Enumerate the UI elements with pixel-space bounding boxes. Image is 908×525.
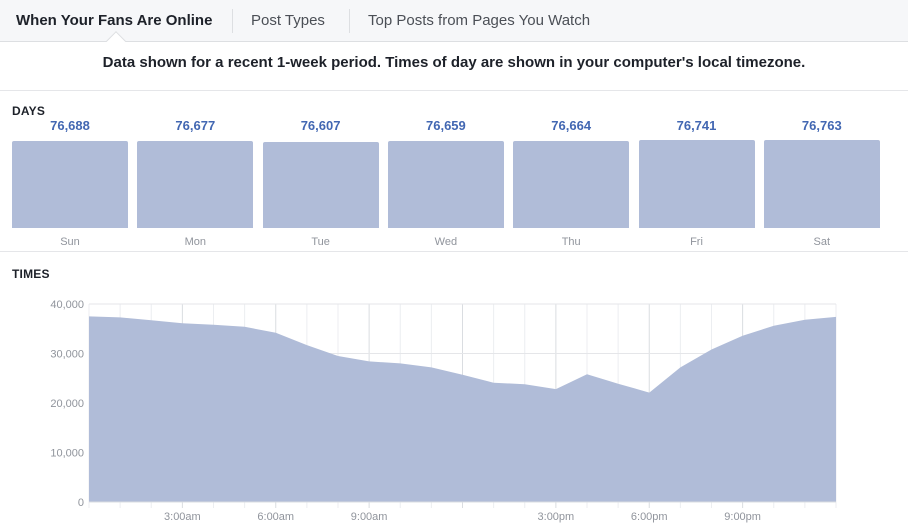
tab-separator [349,9,350,33]
day-column: 76,607 Tue [262,118,379,248]
divider [0,251,908,252]
days-section-label: DAYS [12,104,46,118]
x-tick-label: 6:00am [257,511,294,523]
tab-bar: When Your Fans Are Online Post Types Top… [0,0,908,51]
tab-post-types[interactable]: Post Types [251,12,325,29]
day-bar-area [387,140,504,228]
divider [0,90,908,91]
day-name-label: Wed [434,236,458,248]
timezone-notice: Data shown for a recent 1-week period. T… [102,54,806,71]
x-tick-label: 9:00pm [724,511,761,523]
day-value-label: 76,659 [426,118,466,133]
times-area-chart: 0 10,000 20,000 30,000 40,000 3:00am 6:00am 9:0… [50,299,837,523]
day-bar[interactable] [387,141,504,228]
day-column: 76,688 Sun [12,118,128,248]
times-section-label: TIMES [12,267,50,281]
day-column: 76,659 Wed [387,118,504,248]
tab-separator [232,9,233,33]
day-bar-area [137,140,254,228]
day-name-label: Thu [561,236,581,248]
day-bar-area [12,140,128,228]
y-tick-label: 40,000 [50,299,84,311]
day-value-label: 76,688 [50,118,90,133]
day-column: 76,677 Mon [137,118,254,248]
day-bar-area [638,140,755,228]
day-value-label: 76,677 [175,118,216,133]
x-tick-label: 6:00pm [631,511,668,523]
x-tick-label: 9:00am [351,511,388,523]
day-bar[interactable] [763,140,880,228]
day-bar[interactable] [12,140,128,228]
day-value-label: 76,763 [801,118,842,133]
day-bar[interactable] [513,141,630,228]
day-bar-area [763,140,880,228]
day-bar-area [262,140,379,228]
tab-when-fans-online[interactable]: When Your Fans Are Online [16,12,213,29]
day-value-label: 76,741 [676,118,717,133]
y-tick-label: 0 [78,497,84,509]
day-bar[interactable] [638,140,755,228]
day-value-label: 76,607 [300,118,341,133]
day-bar-area [513,140,630,228]
day-value-label: 76,664 [551,118,592,133]
y-tick-label: 10,000 [50,448,84,460]
day-column: 76,763 Sat [763,118,880,248]
day-name-label: Fri [690,236,703,248]
day-name-label: Sat [813,236,831,248]
y-tick-label: 30,000 [50,349,84,361]
x-tick-label: 3:00pm [538,511,575,523]
tab-top-posts[interactable]: Top Posts from Pages You Watch [368,12,591,29]
x-tick-label: 3:00am [164,511,201,523]
day-name-label: Tue [311,236,330,248]
y-tick-label: 20,000 [50,398,84,410]
day-name-label: Sun [60,236,80,248]
day-name-label: Mon [184,236,206,248]
times-area-series [89,316,836,502]
day-bar[interactable] [262,142,379,228]
day-column: 76,741 Fri [638,118,755,248]
day-bar[interactable] [137,141,254,228]
day-column: 76,664 Thu [513,118,630,248]
